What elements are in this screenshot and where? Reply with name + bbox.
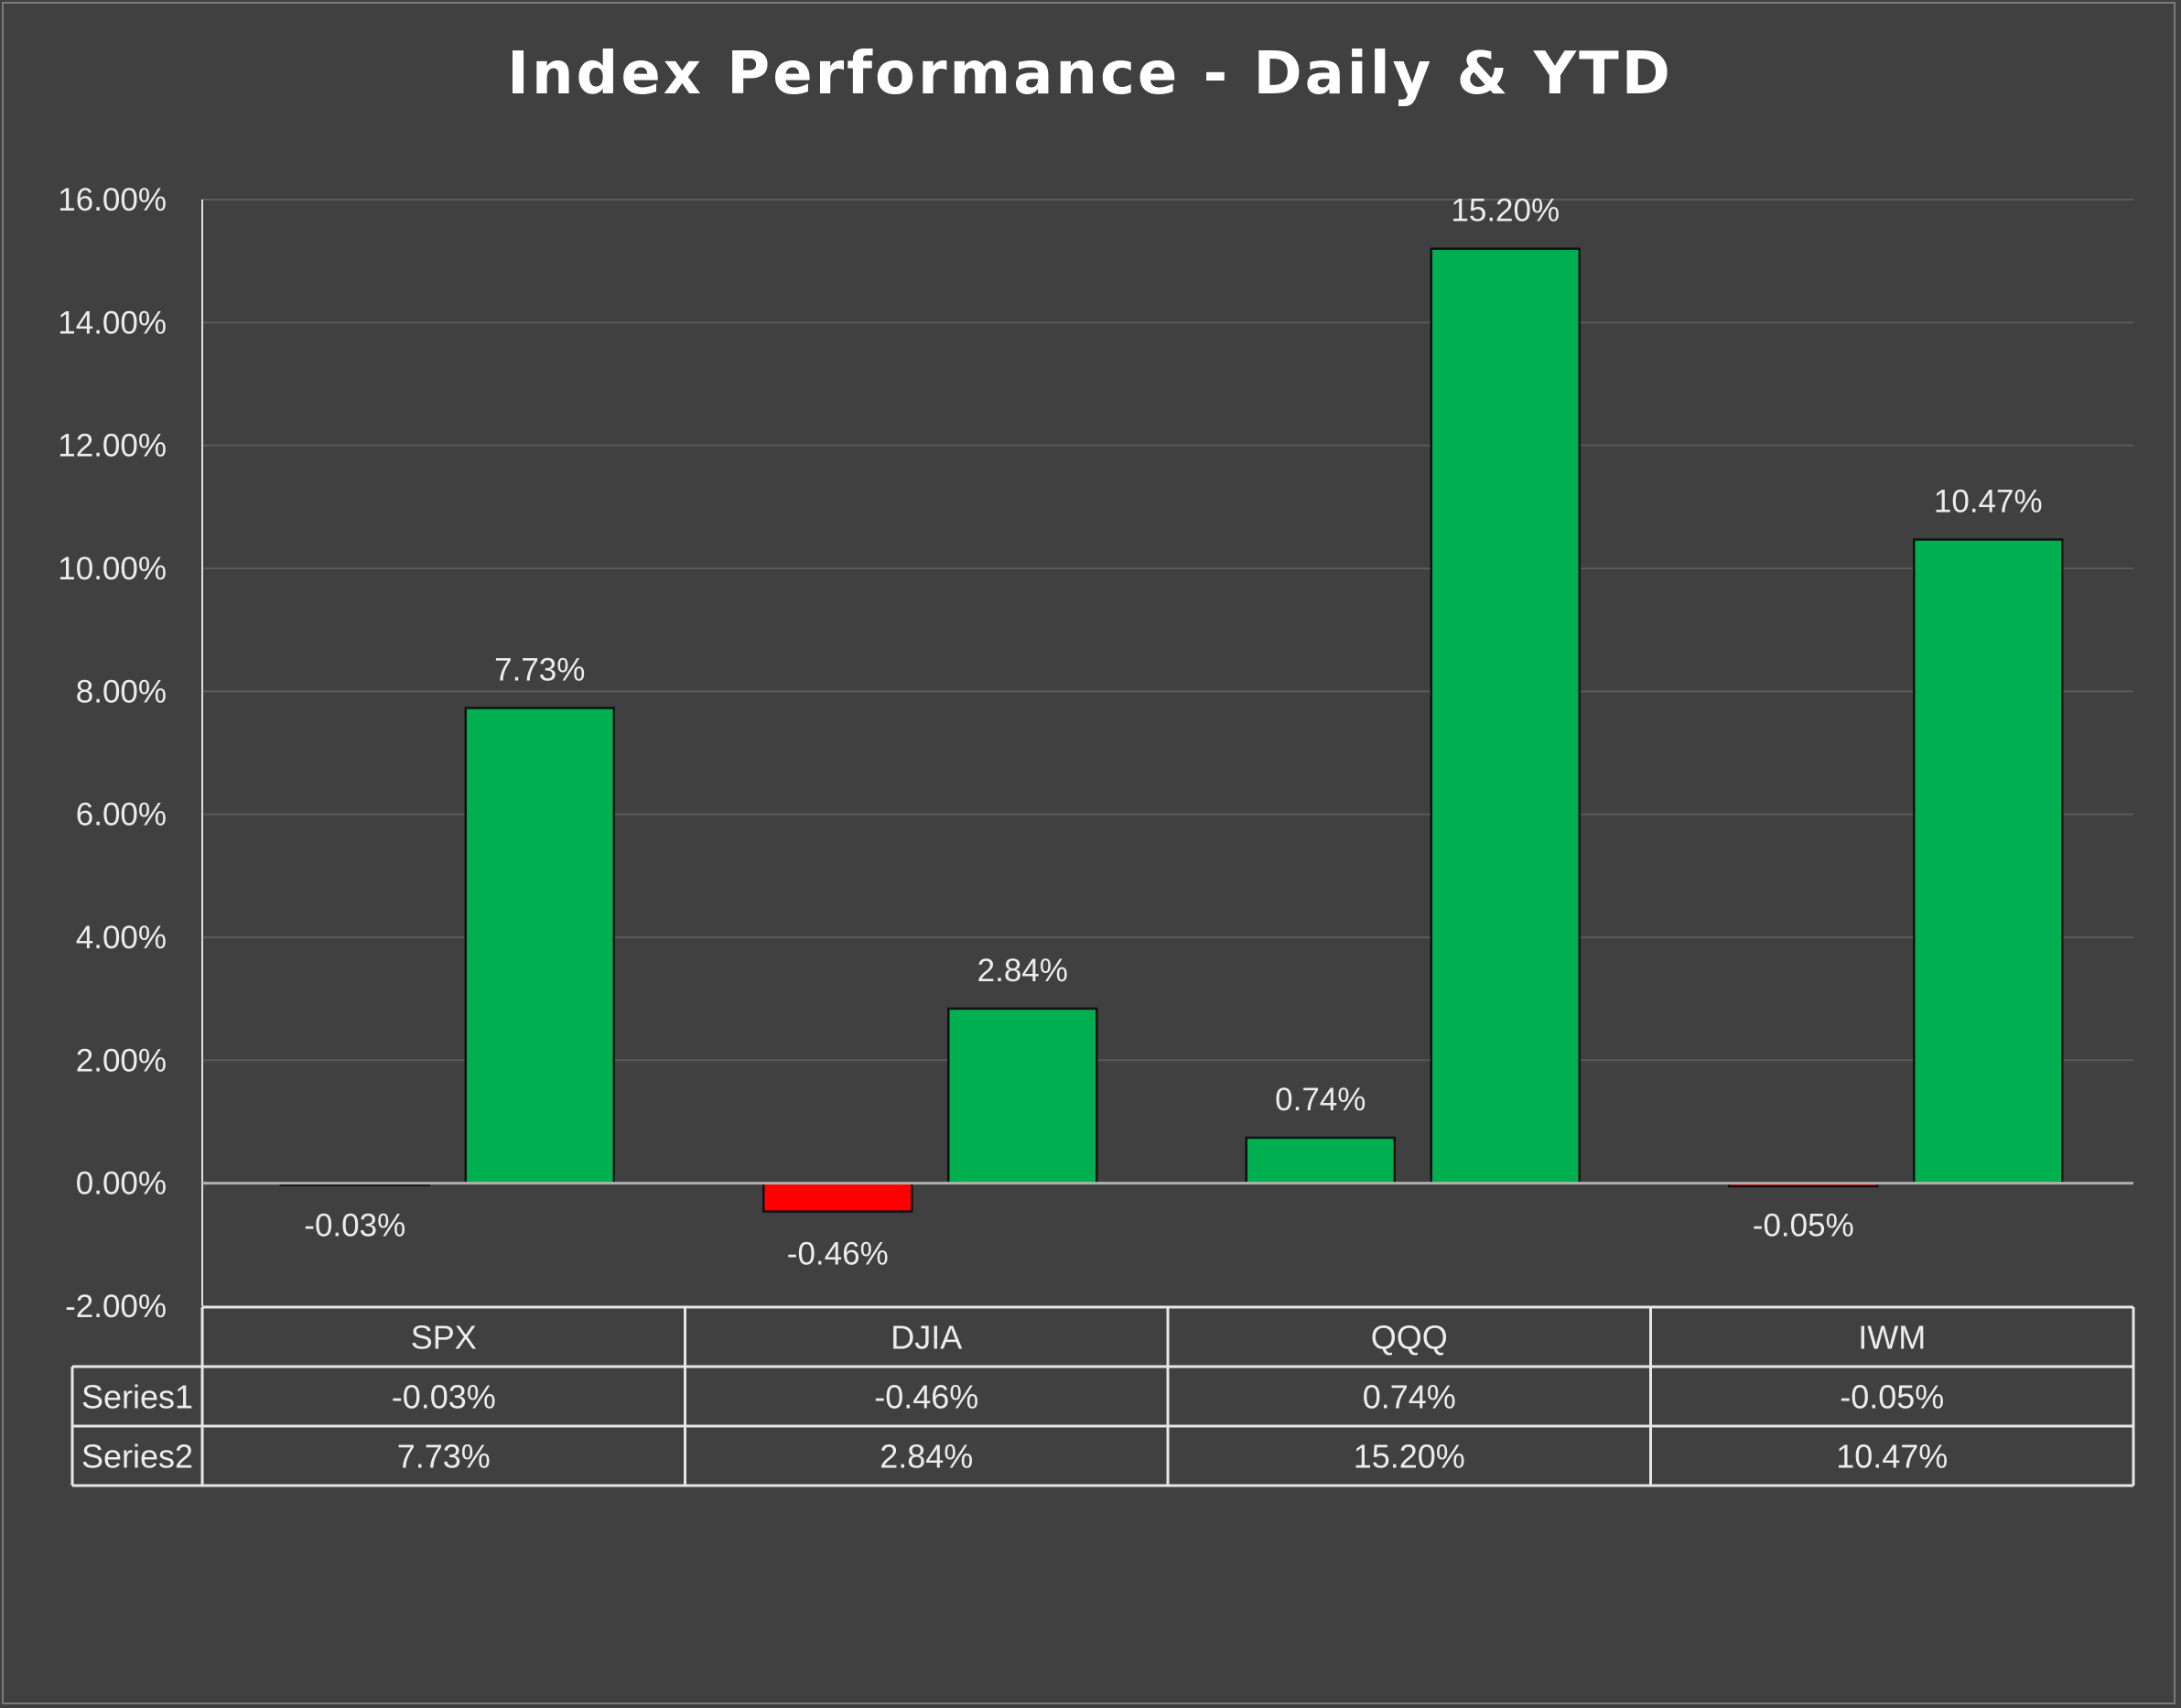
y-tick-label: 8.00% bbox=[76, 674, 167, 709]
table-cell: 0.74% bbox=[1363, 1378, 1456, 1416]
y-tick-label: 10.00% bbox=[58, 551, 167, 587]
table-header-qqq: QQQ bbox=[1371, 1319, 1448, 1357]
table-cell: 7.73% bbox=[397, 1438, 491, 1476]
bar-series2-iwm bbox=[1913, 538, 2064, 1184]
table-header-spx: SPX bbox=[411, 1319, 477, 1357]
bar-series2-djia bbox=[947, 1007, 1098, 1184]
table-cell: -0.46% bbox=[874, 1378, 978, 1416]
table-series-name: Series2 bbox=[81, 1438, 193, 1476]
data-label: 7.73% bbox=[494, 652, 585, 687]
table-cell: -0.05% bbox=[1840, 1378, 1944, 1416]
table-series-name: Series1 bbox=[81, 1378, 193, 1416]
table-cell: 2.84% bbox=[880, 1438, 973, 1476]
y-tick-label: 14.00% bbox=[58, 305, 167, 341]
table-cell: -0.03% bbox=[392, 1378, 496, 1416]
table-cell: 15.20% bbox=[1354, 1438, 1465, 1476]
data-label: 10.47% bbox=[1934, 483, 2043, 519]
y-tick-label: 2.00% bbox=[76, 1043, 167, 1078]
y-tick-label: 0.00% bbox=[76, 1166, 167, 1202]
chart-title: Index Performance - Daily & YTD bbox=[507, 40, 1673, 108]
data-label: -0.03% bbox=[304, 1208, 405, 1244]
bar-series1-qqq bbox=[1245, 1136, 1396, 1184]
data-label: 2.84% bbox=[977, 953, 1068, 989]
table-header-iwm: IWM bbox=[1858, 1319, 1926, 1357]
table-header-djia: DJIA bbox=[891, 1319, 962, 1357]
y-tick-label: 16.00% bbox=[58, 182, 167, 218]
y-tick-label: -2.00% bbox=[65, 1289, 167, 1324]
y-tick-label: 4.00% bbox=[76, 920, 167, 956]
table-cell: 10.47% bbox=[1836, 1438, 1948, 1476]
y-tick-label: 6.00% bbox=[76, 797, 167, 833]
data-label: -0.46% bbox=[787, 1237, 889, 1272]
bar-series1-djia bbox=[762, 1182, 913, 1213]
data-label: 15.20% bbox=[1451, 193, 1560, 229]
data-label: 0.74% bbox=[1275, 1082, 1366, 1118]
bar-series2-spx bbox=[464, 707, 615, 1184]
data-label: -0.05% bbox=[1753, 1208, 1854, 1244]
y-tick-label: 12.00% bbox=[58, 428, 167, 464]
bar-series2-qqq bbox=[1430, 247, 1581, 1184]
